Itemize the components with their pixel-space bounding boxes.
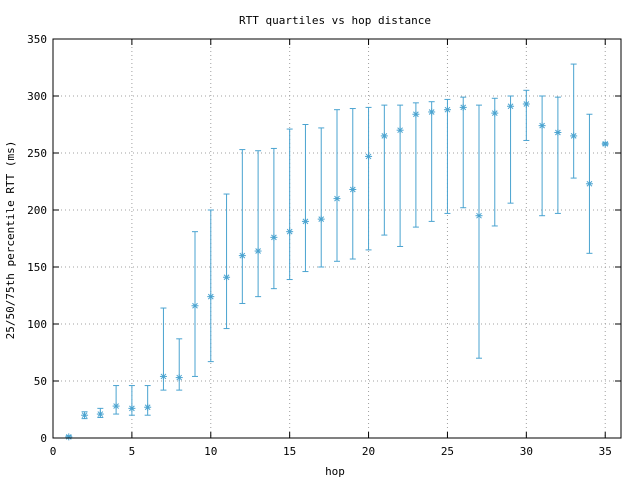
median-point (207, 293, 215, 301)
error-bar (239, 149, 246, 304)
x-tick-label: 30 (520, 445, 533, 458)
x-tick-label: 10 (204, 445, 217, 458)
median-point (459, 103, 467, 111)
median-point (96, 410, 104, 418)
y-tick-label: 0 (40, 432, 47, 445)
median-point (554, 128, 562, 136)
median-point (286, 228, 294, 236)
error-bar (365, 106, 372, 251)
error-bar (428, 101, 435, 222)
error-bar (397, 104, 404, 247)
y-tick-label: 250 (27, 147, 47, 160)
median-point (412, 110, 420, 118)
error-bar (460, 96, 467, 209)
x-tick-label: 20 (362, 445, 375, 458)
error-bar (539, 95, 546, 217)
median-point (443, 106, 451, 114)
median-point (428, 108, 436, 116)
median-point (301, 217, 309, 225)
median-point (159, 372, 167, 380)
median-point (254, 247, 262, 255)
median-point (585, 180, 593, 188)
x-tick-label: 5 (129, 445, 136, 458)
median-point (522, 100, 530, 108)
error-bar (570, 63, 577, 179)
median-point (191, 302, 199, 310)
y-tick-label: 150 (27, 261, 47, 274)
y-tick-label: 50 (34, 375, 47, 388)
median-point (65, 433, 73, 441)
quartile-bars (65, 63, 609, 439)
y-tick-label: 200 (27, 204, 47, 217)
median-point (223, 273, 231, 281)
median-point (396, 126, 404, 134)
error-bar (318, 127, 325, 268)
median-point (365, 152, 373, 160)
median-point (333, 195, 341, 203)
error-bar (507, 95, 514, 204)
median-point (475, 212, 483, 220)
error-bar (381, 104, 388, 236)
chart-title: RTT quartiles vs hop distance (239, 14, 431, 27)
y-tick-label: 350 (27, 33, 47, 46)
median-point (144, 403, 152, 411)
y-tick-label: 300 (27, 90, 47, 103)
median-point (507, 102, 515, 110)
error-bar (176, 338, 183, 391)
error-bar (207, 209, 214, 363)
error-bar (523, 89, 530, 141)
median-point (128, 404, 136, 412)
median-point (570, 132, 578, 140)
median-point (601, 140, 609, 148)
median-point (538, 122, 546, 130)
x-tick-label: 0 (50, 445, 57, 458)
x-tick-label: 25 (441, 445, 454, 458)
median-point (317, 215, 325, 223)
plot-frame (52, 38, 622, 439)
error-bar (270, 147, 277, 290)
median-point (491, 109, 499, 117)
median-point (238, 252, 246, 260)
error-bar (349, 108, 356, 260)
error-bar (113, 385, 120, 415)
error-bar (444, 98, 451, 214)
error-bar (223, 193, 230, 330)
error-bar (144, 385, 151, 416)
median-markers (65, 100, 609, 441)
median-point (380, 132, 388, 140)
y-tick-label: 100 (27, 318, 47, 331)
error-bar (554, 96, 561, 214)
median-point (270, 233, 278, 241)
x-tick-label: 35 (599, 445, 612, 458)
error-bar (302, 124, 309, 273)
median-point (81, 411, 89, 419)
x-tick-label: 15 (283, 445, 296, 458)
error-bar (334, 109, 340, 262)
error-bar (476, 104, 482, 359)
error-bar (412, 102, 419, 228)
error-bar (255, 150, 262, 298)
x-axis-label: hop (325, 465, 345, 478)
error-bar (286, 128, 293, 281)
error-bar (491, 97, 498, 227)
median-point (349, 185, 357, 193)
median-point (112, 402, 120, 410)
y-axis-label: 25/50/75th percentile RTT (ms) (4, 141, 17, 340)
median-point (175, 374, 183, 382)
